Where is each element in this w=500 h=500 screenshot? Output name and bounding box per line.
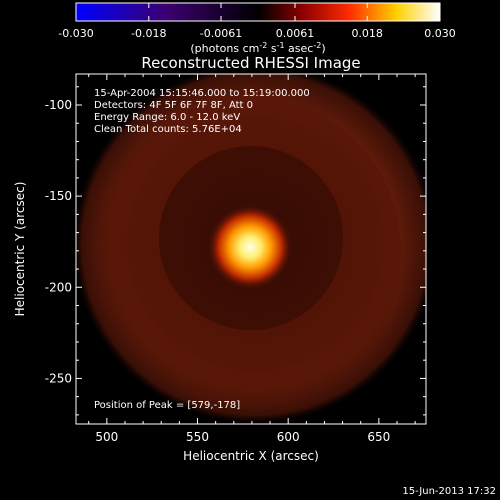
colorbar-tick-label: -0.018	[131, 27, 166, 40]
annotation-line: Detectors: 4F 5F 6F 7F 8F, Att 0	[94, 100, 253, 111]
y-tick-label: -250	[45, 371, 72, 385]
footer-timestamp: 15-Jun-2013 17:32	[402, 486, 496, 497]
annotation-line: Clean Total counts: 5.76E+04	[94, 124, 242, 135]
colorbar-ticks	[75, 3, 441, 21]
colorbar-label: (photons cm-2 s-1 asec-2)	[190, 41, 325, 55]
heatmap-image	[76, 74, 426, 424]
y-tick-label: -100	[45, 98, 72, 112]
colorbar-tick-label: 0.030	[424, 27, 456, 40]
x-tick-label: 550	[186, 430, 209, 444]
plot-frame	[75, 73, 427, 425]
x-tick-label: 600	[277, 430, 300, 444]
chart-title: Reconstructed RHESSI Image	[141, 54, 360, 72]
colorbar-tick-label: 0.0061	[276, 27, 315, 40]
colorbar	[75, 2, 441, 22]
y-tick-label: -150	[45, 189, 72, 203]
annotation-line: 15-Apr-2004 15:15:46.000 to 15:19:00.000	[94, 88, 310, 99]
annotation-line: Energy Range: 6.0 - 12.0 keV	[94, 112, 240, 123]
y-tick-label: -200	[45, 280, 72, 294]
colorbar-tick-labels: -0.030 -0.018 -0.0061 0.0061 0.018 0.030	[58, 27, 455, 40]
annotation-block: 15-Apr-2004 15:15:46.000 to 15:19:00.000…	[94, 88, 310, 135]
y-axis-label: Heliocentric Y (arcsec)	[13, 182, 27, 317]
source-peak	[208, 205, 293, 290]
x-axis-label: Heliocentric X (arcsec)	[183, 449, 319, 463]
x-tick-label: 650	[367, 430, 390, 444]
peak-position-label: Position of Peak = [579,-178]	[94, 400, 240, 411]
x-tick-label: 500	[95, 430, 118, 444]
colorbar-tick-label: 0.018	[351, 27, 383, 40]
colorbar-tick-label: -0.0061	[200, 27, 242, 40]
x-axis: 500 550 600 650	[88, 74, 416, 444]
y-axis: -100 -150 -200 -250	[45, 86, 426, 416]
colorbar-tick-label: -0.030	[58, 27, 93, 40]
